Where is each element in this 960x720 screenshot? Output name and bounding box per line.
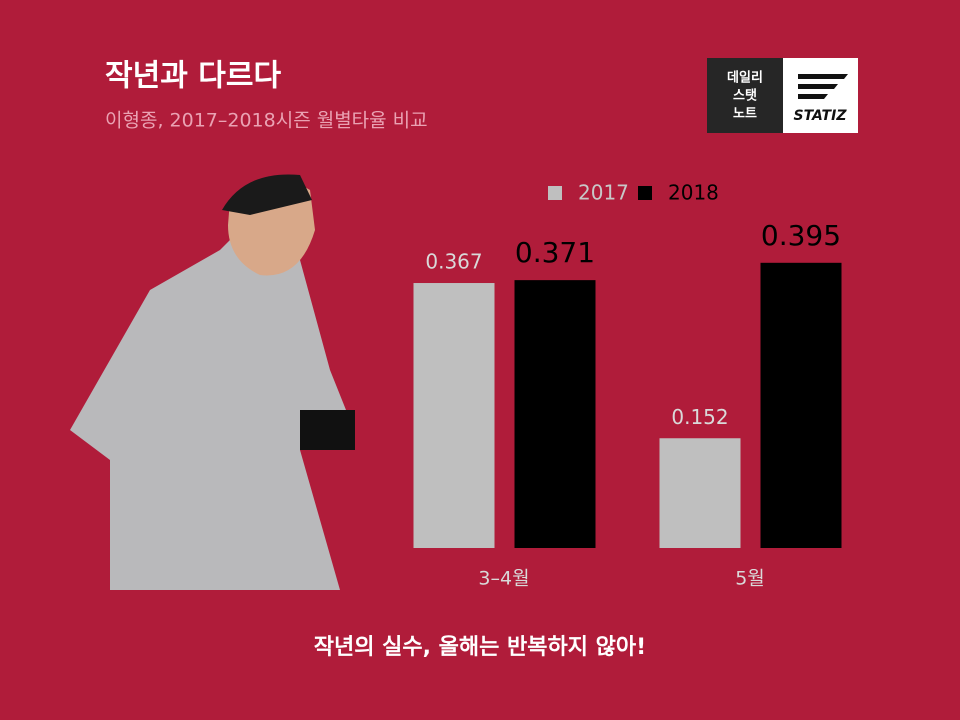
badge-text: 데일리 [727,70,763,86]
chart-title: 작년과 다르다 [105,59,281,94]
badge-icon [798,74,848,99]
legend-label: 2018 [668,181,719,205]
value-label: 0.371 [515,236,595,269]
player-cap [222,174,312,215]
player-body [70,230,350,590]
legend-label: 2017 [578,181,629,205]
x-tick-label: 5월 [735,568,765,590]
legend-swatch [638,186,652,200]
bar [659,438,741,548]
x-tick-label: 3–4월 [478,568,529,590]
bar [413,283,495,548]
player-photo [70,174,355,590]
badge-dark [707,58,783,133]
chart-subtitle: 이형종, 2017–2018시즌 월별타율 비교 [105,110,428,132]
value-label: 0.367 [425,250,482,274]
annotation: 작년의 실수, 올해는 반복하지 않아! [314,635,646,660]
value-label: 0.152 [671,405,728,429]
badge-text: 스탯 [733,88,757,104]
bar [514,280,596,548]
badge-brand: STATIZ [794,108,848,124]
bar [760,262,842,548]
badge: 데일리 스탯 노트 STATIZ [707,58,858,133]
player-arm [300,410,355,450]
value-label: 0.395 [761,219,841,252]
legend-swatch [548,186,562,200]
badge-text: 노트 [733,107,757,122]
